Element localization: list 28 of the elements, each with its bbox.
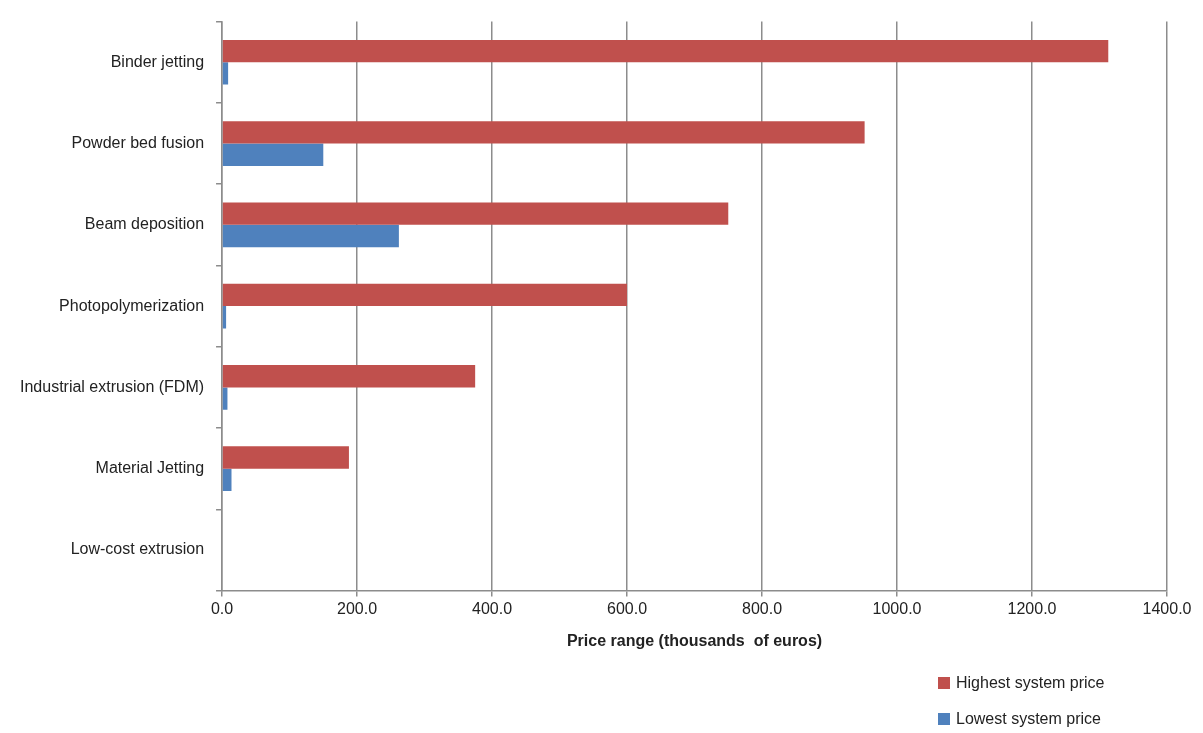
x-tick-label: 400.0 [472, 599, 513, 617]
legend-label: Highest system price [956, 674, 1105, 692]
y-tick-label: Powder bed fusion [71, 133, 205, 151]
bar [222, 468, 232, 492]
bar [222, 39, 1109, 63]
bar [222, 283, 628, 307]
bar [222, 446, 349, 469]
x-tick-label: 1400.0 [1142, 599, 1192, 617]
x-tick-label: 800.0 [742, 599, 783, 617]
bar [222, 121, 865, 144]
y-tick-label: Material Jetting [95, 459, 205, 477]
y-tick-label: Beam deposition [84, 215, 205, 233]
y-tick-label: Binder jetting [110, 52, 205, 70]
y-tick-label: Photopolymerization [59, 296, 205, 314]
y-tick-label: Low-cost extrusion [70, 540, 205, 558]
bar [222, 224, 399, 248]
bar [222, 143, 324, 166]
x-tick-label: 200.0 [337, 599, 378, 617]
x-tick-label: 0.0 [210, 599, 234, 617]
x-tick-label: 600.0 [607, 599, 648, 617]
x-tick-label: 1200.0 [1007, 599, 1057, 617]
x-axis-title: Price range (thousands of euros) [566, 631, 823, 649]
bar [222, 365, 476, 388]
legend-label: Lowest system price [956, 710, 1101, 728]
bar [222, 62, 229, 85]
bar [222, 202, 729, 225]
y-tick-label: Industrial extrusion (FDM) [20, 377, 205, 395]
x-tick-label: 1000.0 [872, 599, 922, 617]
